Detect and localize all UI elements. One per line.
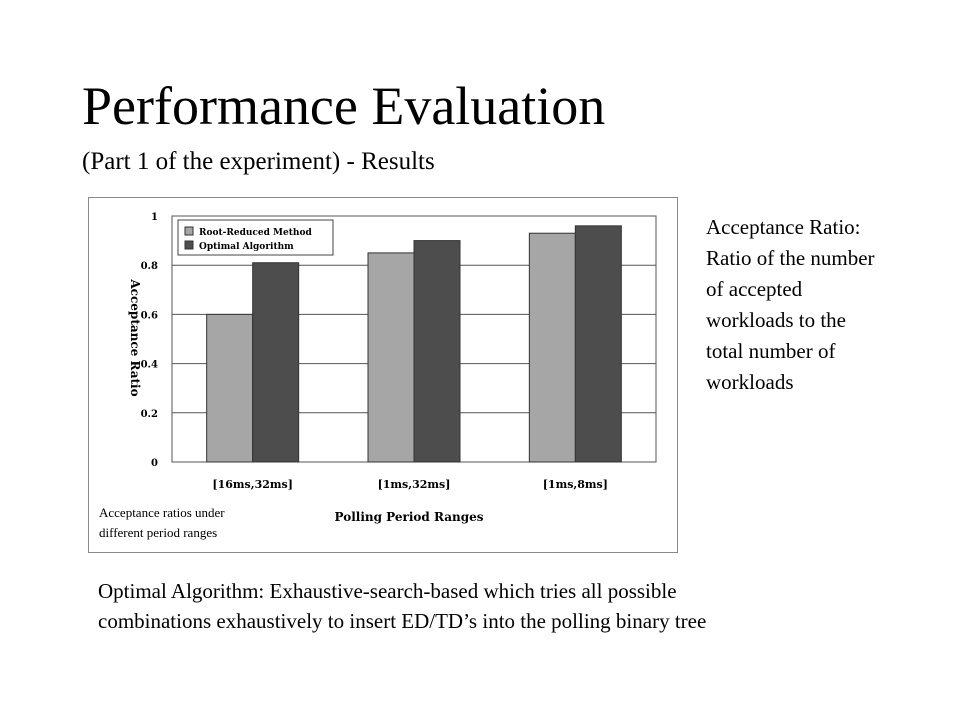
optimal-algorithm-note: Optimal Algorithm: Exhaustive-search-bas…	[98, 576, 938, 636]
side-note-line: Ratio of the number	[706, 246, 875, 270]
side-note-line: workloads to the	[706, 308, 846, 332]
y-tick-label: 0	[151, 458, 158, 469]
y-axis-label: Acceptance Ratio	[128, 278, 142, 396]
acceptance-ratio-definition: Acceptance Ratio: Ratio of the number of…	[706, 212, 946, 398]
legend-swatch	[184, 226, 194, 236]
y-tick-label: 0.2	[141, 409, 158, 420]
x-tick-label: [1ms,32ms]	[378, 478, 451, 491]
chart-caption: Acceptance ratios under different period…	[99, 503, 299, 543]
bar-optimal	[574, 225, 622, 463]
side-note-line: of accepted	[706, 277, 803, 301]
x-tick-label: [1ms,8ms]	[543, 478, 608, 491]
side-note-line: workloads	[706, 370, 794, 394]
legend-label: Optimal Algorithm	[199, 242, 294, 252]
slide-title: Performance Evaluation	[82, 76, 606, 136]
legend-label: Root-Reduced Method	[199, 228, 312, 238]
caption-line-2: different period ranges	[99, 525, 218, 540]
y-tick-label: 0.4	[141, 360, 158, 371]
bar-optimal	[413, 240, 461, 463]
bar-root-reduced	[367, 252, 415, 463]
x-axis-label: Polling Period Ranges	[335, 510, 484, 524]
chart-frame: 0 0.2 0.4 0.6 0.8 1 [16ms,32ms] [1ms,32ms] [1ms,…	[88, 197, 678, 553]
legend-swatch	[184, 240, 194, 250]
bar-optimal	[252, 262, 300, 463]
x-tick-label: [16ms,32ms]	[212, 478, 293, 491]
bottom-note-line-1: Optimal Algorithm: Exhaustive-search-bas…	[98, 579, 677, 603]
side-note-line: total number of	[706, 339, 836, 363]
slide-subtitle: (Part 1 of the experiment) - Results	[82, 148, 435, 175]
bar-root-reduced	[206, 313, 254, 463]
bottom-note-line-2: combinations exhaustively to insert ED/T…	[98, 609, 707, 633]
bar-root-reduced	[528, 232, 576, 463]
legend-box	[177, 219, 334, 256]
y-tick-label: 0.8	[141, 261, 158, 272]
y-tick-label: 0.6	[141, 310, 158, 321]
side-note-line: Acceptance Ratio:	[706, 215, 861, 239]
y-tick-label: 1	[151, 212, 158, 223]
caption-line-1: Acceptance ratios under	[99, 505, 225, 520]
bar-chart: 0 0.2 0.4 0.6 0.8 1 [16ms,32ms] [1ms,32ms] [1ms,…	[128, 212, 657, 524]
